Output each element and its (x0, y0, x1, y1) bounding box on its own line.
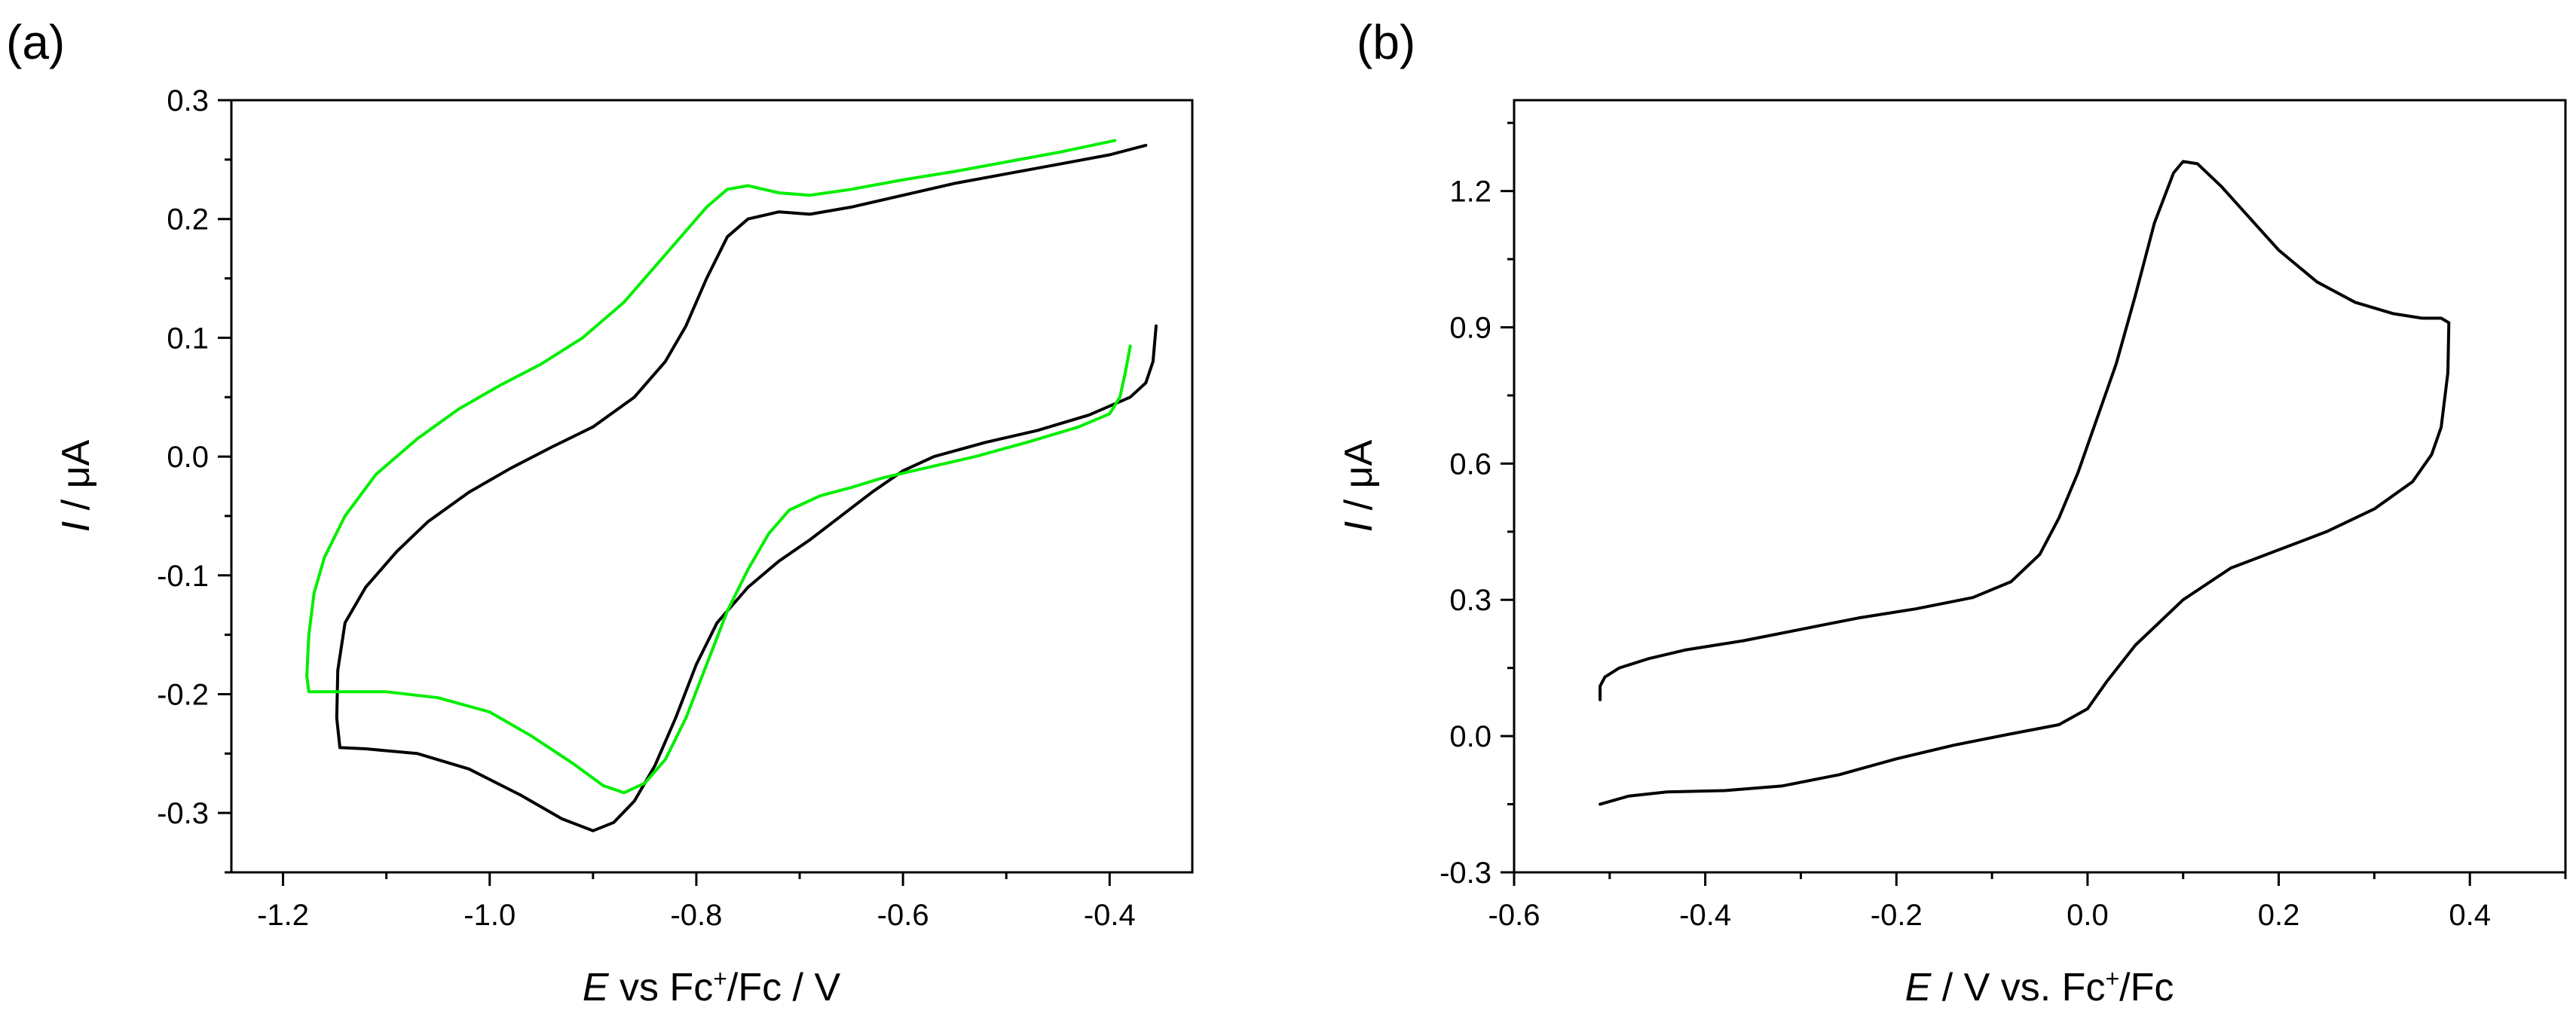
panel-a-plot-frame (230, 99, 1194, 874)
panel-b-x-tick-label: -0.2 (1871, 899, 1923, 932)
panel-b-x-axis-pre: / V vs. Fc (1931, 966, 2105, 1009)
panel-b-y-tick-label: -0.3 (1439, 857, 1491, 890)
panel-a-x-tick-label: -0.6 (877, 899, 929, 932)
panel-a-y-tick-label: 0.2 (167, 203, 209, 237)
panel-b-series (1599, 160, 2451, 806)
panel-a-x-axis-var: E (583, 966, 610, 1009)
panel-b-x-tick-label: 0.0 (2067, 899, 2109, 932)
panel-b-label: (b) (1357, 15, 1415, 69)
panel-b-x-tick-label: -0.6 (1488, 899, 1540, 932)
panel-b-y-tick-label: 0.0 (1449, 720, 1491, 753)
panel-b-x-axis-var: E (1905, 966, 1932, 1009)
panel-b-plot-frame (1513, 99, 2567, 874)
panel-a-x-axis-pre: vs Fc (609, 966, 714, 1009)
panel-a-series (305, 139, 1158, 832)
panel-b-x-axis-post: /Fc (2119, 966, 2174, 1009)
panel-b-y-tick-label: 0.6 (1449, 447, 1491, 481)
panel-a-y-tick-label: 0.3 (167, 84, 209, 118)
panel-b-y-axis-title: I / μA (1337, 439, 1381, 532)
panel-a-series-green (305, 139, 1132, 795)
panel-a-x-tick-label: -0.4 (1084, 899, 1136, 932)
panel-a-ticks (218, 99, 1111, 886)
panel-a-x-tick-label: -0.8 (670, 899, 722, 932)
panel-b-x-axis-title: E / V vs. Fc+/Fc (1905, 965, 2174, 1009)
panel-b-tick-labels: -0.6 -0.4 -0.2 0.0 0.2 0.4 -0.3 0.0 0.3 0.6 0.9 1.2 (1439, 176, 2491, 932)
panel-a-tick-labels: -1.2 -1.0 -0.8 -0.6 -0.4 -0.3 -0.2 -0.1 0.0 0.1 0.… (157, 84, 1136, 932)
panel-a-y-axis-post: / μA (54, 439, 98, 521)
panel-b-x-axis-sup: + (2105, 965, 2119, 992)
panel-b-y-tick-label: 0.9 (1449, 311, 1491, 344)
panel-b-ticks (1501, 121, 2567, 886)
panel-b-y-tick-label: 1.2 (1449, 176, 1491, 209)
panel-a-x-tick-label: -1.2 (257, 899, 309, 932)
panel-b-y-axis-var: I (1337, 521, 1381, 532)
panel-b-y-tick-label: 0.3 (1449, 584, 1491, 617)
panel-a-y-tick-label: 0.1 (167, 322, 209, 355)
panel-b: (b) -0.6 -0.4 -0.2 0.0 0.2 0.4 -0.3 0.0 0.3 0.6 0.… (1337, 15, 2567, 1009)
panel-a-label: (a) (6, 15, 65, 69)
panel-a-y-axis-title: I / μA (54, 439, 98, 532)
panel-a-y-tick-label: -0.1 (157, 560, 209, 593)
panel-a-y-axis-var: I (54, 521, 98, 532)
panel-a-y-tick-label: -0.3 (157, 797, 209, 830)
panel-a-x-axis-title: E vs Fc+/Fc / V (583, 965, 841, 1009)
panel-a-x-tick-label: -1.0 (463, 899, 516, 932)
panel-b-x-tick-label: -0.4 (1679, 899, 1731, 932)
panel-a: (a) -1.2 -1.0 -0.8 -0.6 -0.4 -0.3 -0.2 -0.1 0.0 0… (6, 15, 1194, 1009)
panel-b-x-tick-label: 0.2 (2258, 899, 2300, 932)
panel-a-x-axis-post: /Fc / V (727, 966, 841, 1009)
panel-a-y-tick-label: 0.0 (167, 441, 209, 474)
panel-b-y-axis-post: / μA (1337, 439, 1381, 521)
panel-b-x-tick-label: 0.4 (2449, 899, 2491, 932)
panel-b-series-black (1599, 160, 2451, 806)
panel-a-series-black (335, 143, 1158, 832)
panel-a-y-tick-label: -0.2 (157, 678, 209, 711)
panel-a-x-axis-sup: + (713, 965, 727, 992)
